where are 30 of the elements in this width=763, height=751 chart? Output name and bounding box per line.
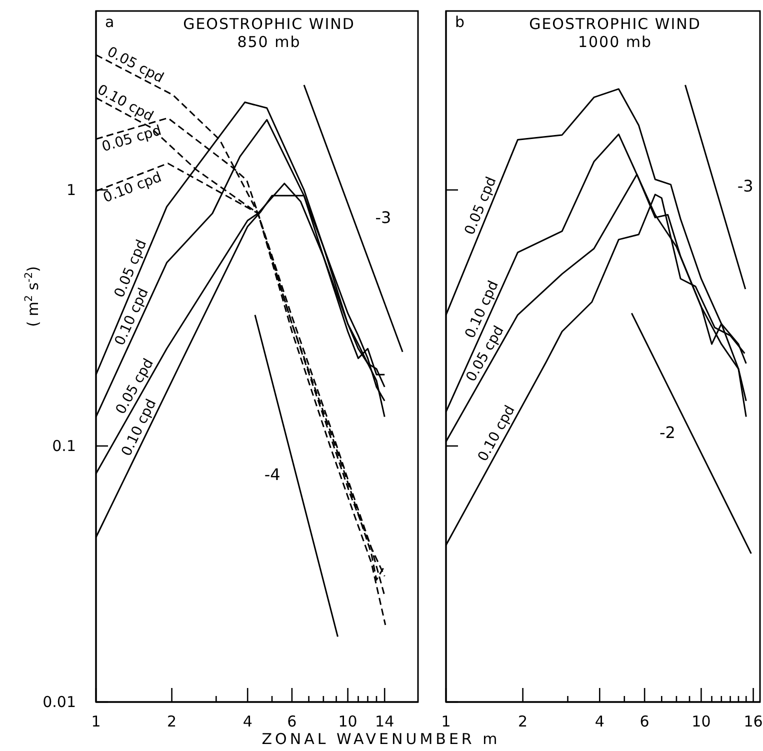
annotation: a: [105, 13, 114, 31]
x-tick-label: 4: [594, 712, 604, 731]
x-tick-label: 2: [167, 712, 177, 731]
text: 0.05 cpd: [100, 122, 164, 156]
x-tick-label: 1: [91, 712, 101, 731]
x-tick-label: 10: [338, 712, 358, 731]
text: 1000 mb: [578, 33, 652, 51]
series-label: -4: [264, 465, 280, 484]
x-tick-label: 16: [744, 712, 763, 731]
y-tick-label: 0.01: [42, 692, 76, 711]
series-label: -3: [375, 208, 392, 227]
x-tick-label: 10: [692, 712, 711, 731]
y-tick-label: 1: [66, 180, 76, 199]
text: 0.10 cpd: [475, 402, 518, 464]
chart-title: GEOSTROPHIC WIND: [529, 15, 701, 33]
x-tick-label: 6: [287, 712, 297, 731]
y-tick-label: 0.1: [52, 436, 76, 455]
x-tick-label: 2: [518, 712, 528, 731]
x-tick-label: 14: [375, 712, 394, 731]
text: 850 mb: [237, 33, 301, 51]
x-tick-label: 1: [441, 712, 451, 731]
x-tick-label: 4: [242, 712, 252, 731]
series-label: -2: [659, 422, 676, 442]
text: 0.05 cpd: [462, 174, 500, 238]
series-label: -3: [737, 176, 754, 196]
annotation: b: [455, 13, 465, 31]
text: 0.10 cpd: [101, 169, 164, 206]
x-axis-title: ZONAL WAVENUMBER m: [262, 730, 500, 748]
chart-title: GEOSTROPHIC WIND: [183, 15, 355, 33]
x-tick-label: 6: [640, 712, 650, 731]
